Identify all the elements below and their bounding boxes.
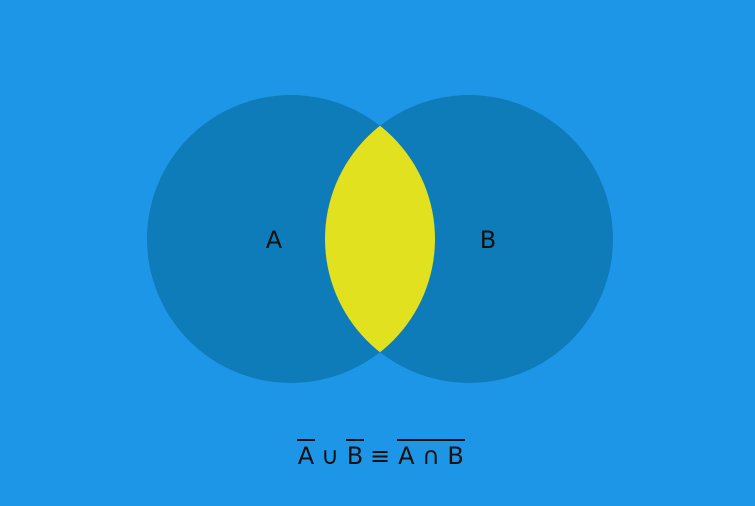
intersection-region	[325, 95, 435, 383]
formula-left-operand: A	[298, 442, 315, 470]
equivalence-symbol: ≡	[370, 442, 390, 470]
formula-right-operand: B	[347, 442, 363, 470]
set-a-label: A	[266, 226, 283, 254]
set-b-label: B	[480, 226, 496, 254]
formula: A ∪ B ≡ A ∩ B	[297, 439, 465, 470]
formula-rhs-expression: A ∩ B	[398, 442, 464, 470]
union-symbol: ∪	[321, 442, 339, 470]
